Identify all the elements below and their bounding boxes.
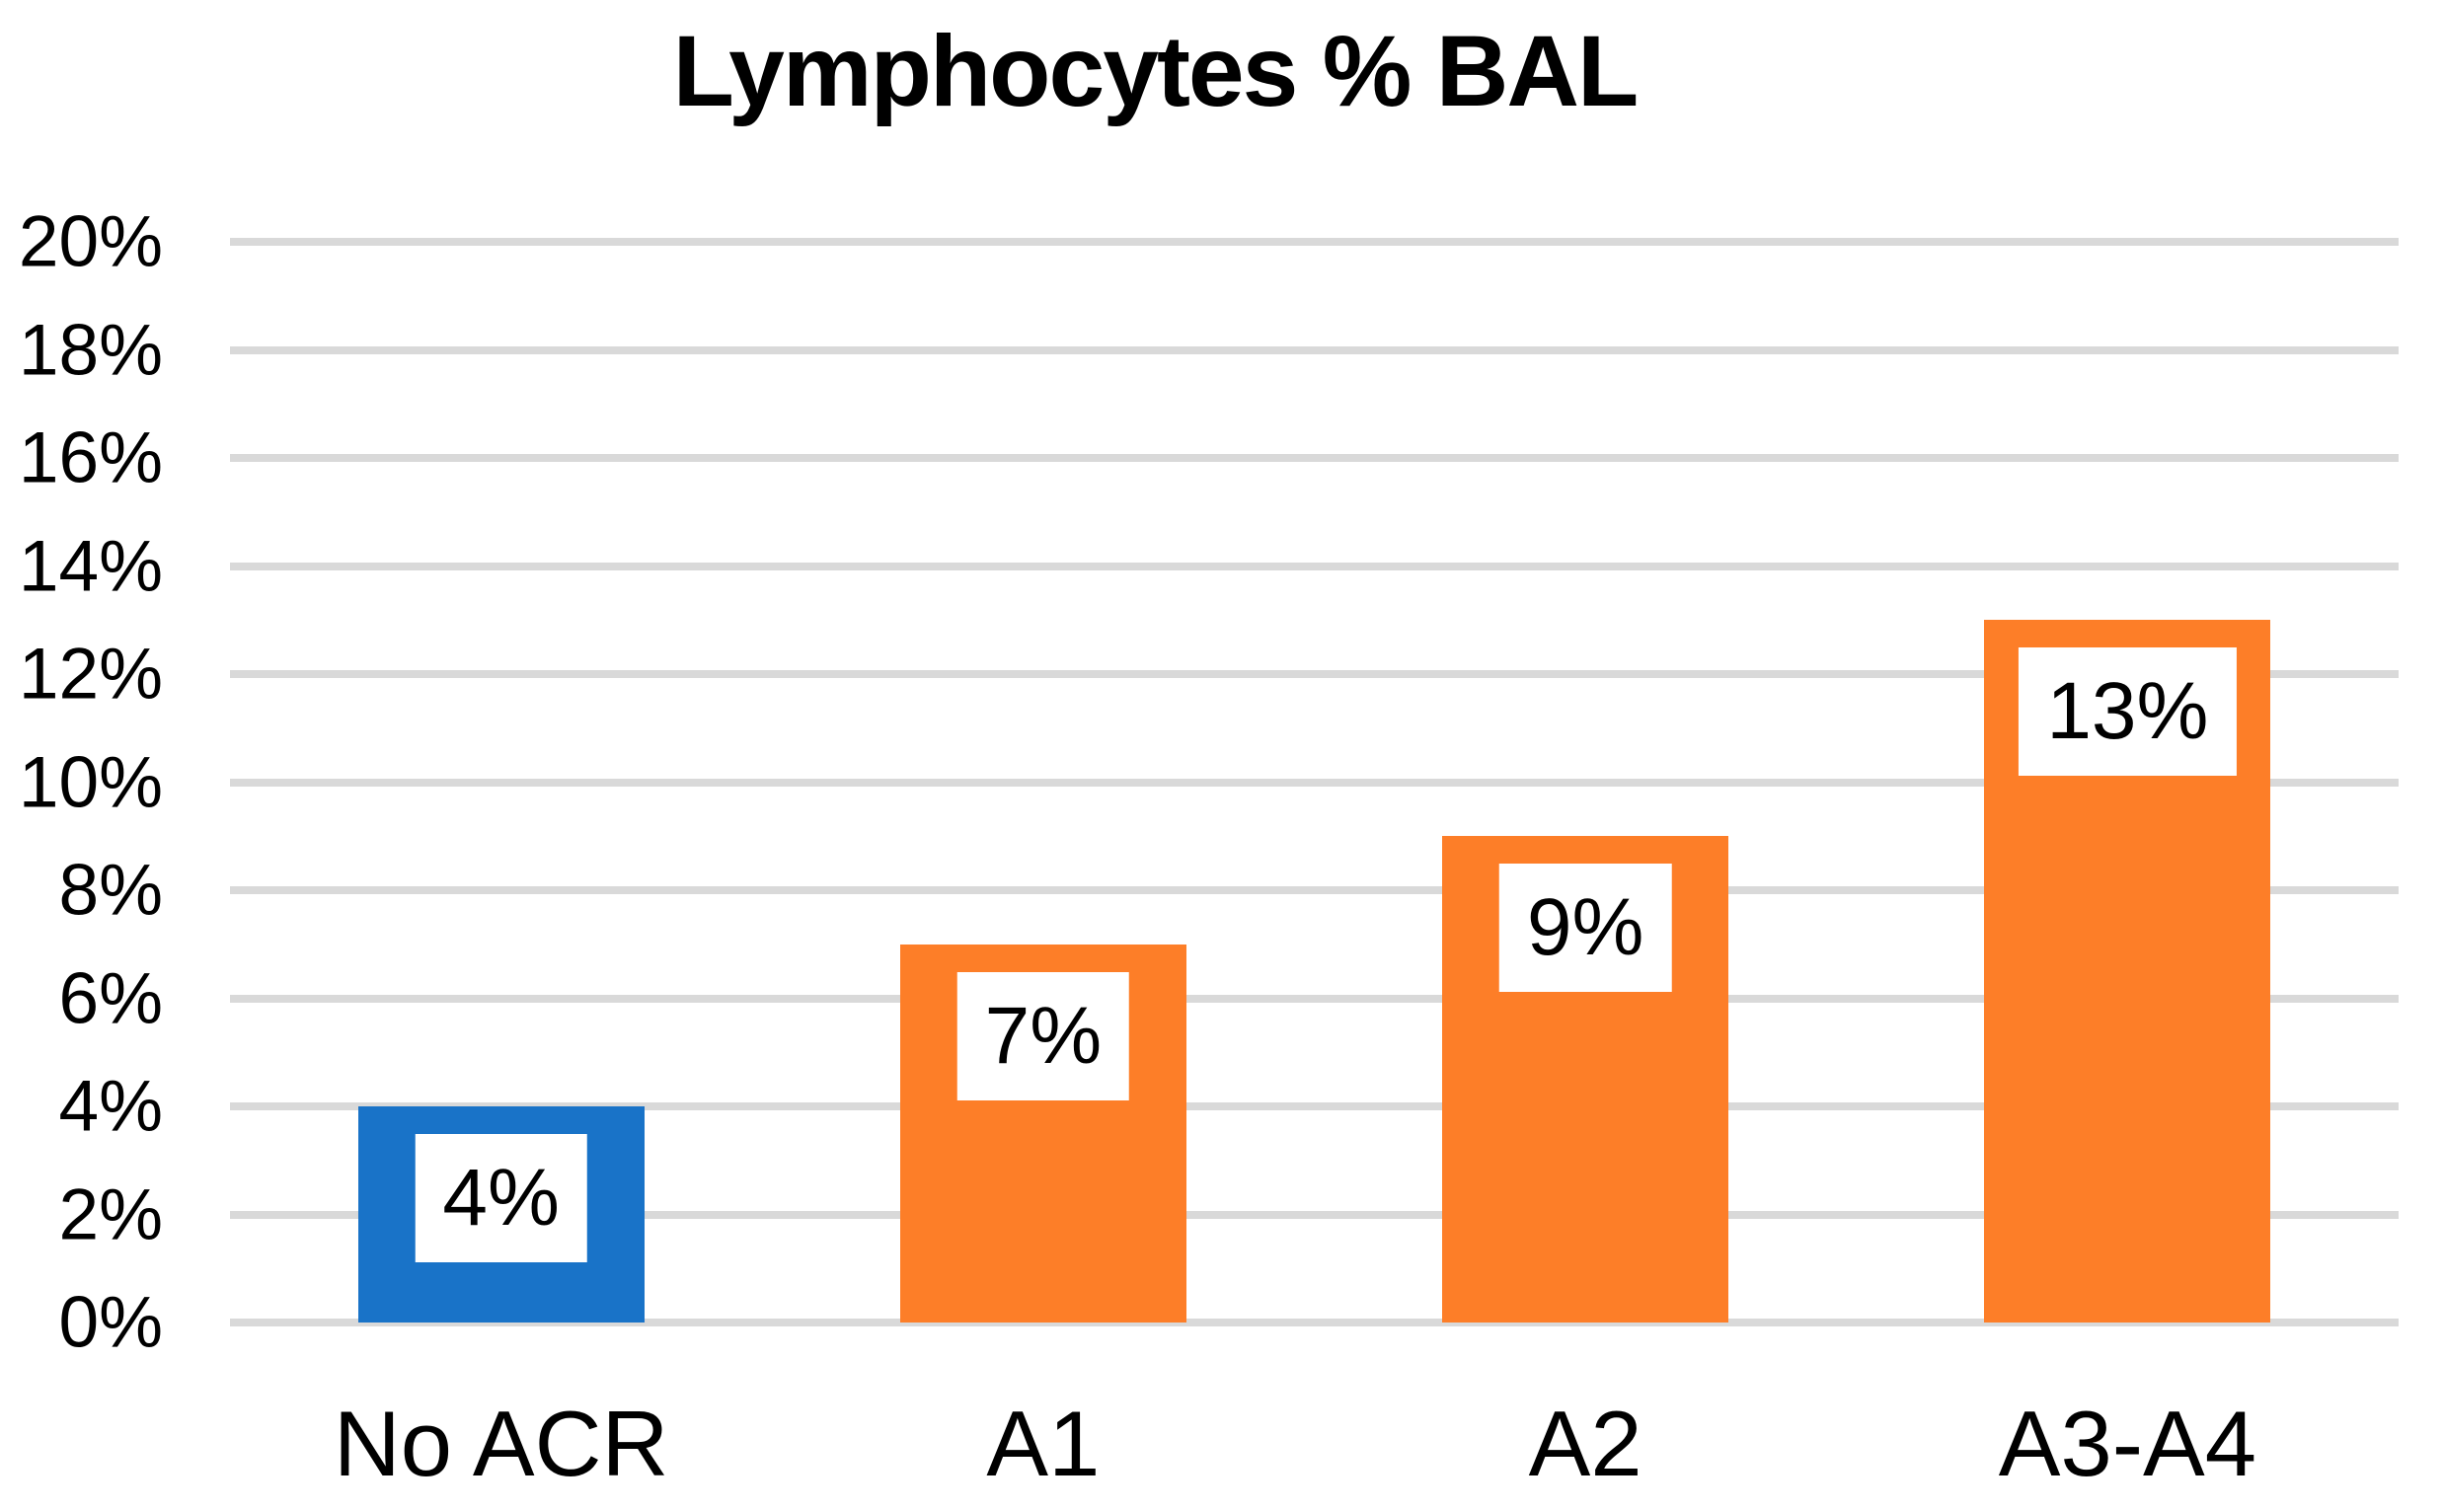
chart-title: Lymphocytes % BAL	[672, 15, 1640, 127]
bar-value-label: 13%	[2019, 647, 2237, 777]
y-axis: 0% 2% 4% 6% 8% 10% 12% 14% 16% 18% 20%	[0, 202, 163, 1363]
gridline	[230, 454, 2399, 462]
y-axis-tick-label: 0%	[58, 1282, 163, 1363]
y-axis-tick-label: 10%	[18, 742, 163, 822]
bar-value-label: 4%	[415, 1134, 587, 1262]
y-axis-tick-label: 18%	[18, 310, 163, 390]
gridline	[230, 886, 2399, 894]
y-axis-tick-label: 16%	[18, 417, 163, 498]
y-axis-tick-label: 6%	[58, 958, 163, 1038]
x-axis-category-label: A2	[1528, 1392, 1642, 1495]
plot-area: 4% 7% 9% 13%	[230, 238, 2399, 1326]
y-axis-tick-label: 2%	[58, 1174, 163, 1254]
bar-value-label: 9%	[1498, 864, 1672, 993]
y-axis-tick-label: 12%	[18, 634, 163, 715]
gridline	[230, 778, 2399, 787]
y-axis-tick-label: 4%	[58, 1066, 163, 1147]
gridline	[230, 1102, 2399, 1110]
x-axis-category-label: A3-A4	[1998, 1392, 2257, 1495]
gridline	[230, 238, 2399, 246]
gridline	[230, 1319, 2399, 1326]
x-axis-category-label: A1	[986, 1392, 1101, 1495]
gridline	[230, 1210, 2399, 1219]
x-axis: No ACR A1 A2 A3-A4	[230, 1390, 2399, 1512]
y-axis-tick-label: 14%	[18, 526, 163, 606]
bar-value-label: 7%	[956, 971, 1130, 1100]
gridline	[230, 345, 2399, 354]
y-axis-tick-label: 20%	[18, 201, 163, 282]
gridline	[230, 562, 2399, 570]
gridline	[230, 670, 2399, 678]
x-axis-category-label: No ACR	[333, 1392, 669, 1495]
gridline	[230, 994, 2399, 1003]
y-axis-tick-label: 8%	[58, 850, 163, 931]
